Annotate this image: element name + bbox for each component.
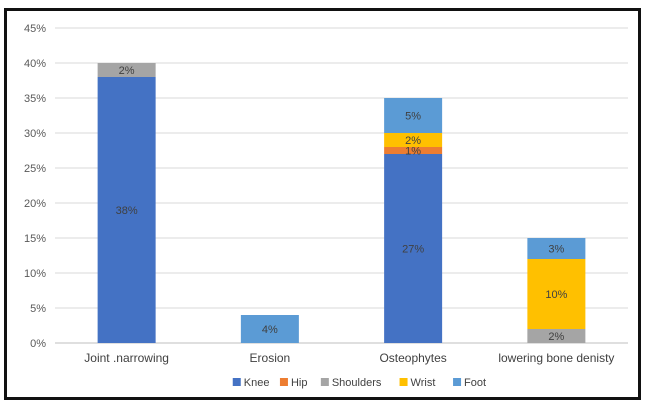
bar-knee-0: [97, 77, 156, 343]
legend-label-wrist: Wrist: [411, 377, 436, 389]
bar-shoulders-0: [97, 63, 156, 77]
data-label: 10%: [545, 289, 567, 301]
bar-foot-2: [384, 98, 443, 133]
bar-foot-3: [527, 238, 586, 259]
data-label: 2%: [405, 135, 421, 147]
y-tick-label: 5%: [30, 303, 46, 315]
legend-label-hip: Hip: [291, 377, 308, 389]
legend-label-foot: Foot: [464, 377, 486, 389]
legend-label-shoulders: Shoulders: [332, 377, 382, 389]
x-category-label: lowering bone denisty: [498, 351, 614, 365]
y-tick-label: 25%: [24, 163, 46, 175]
bar-shoulders-3: [527, 329, 586, 343]
y-tick-label: 35%: [24, 93, 46, 105]
data-label: 3%: [548, 244, 564, 256]
legend-swatch-hip: [279, 378, 288, 386]
data-label: 4%: [262, 324, 278, 336]
data-label: 2%: [119, 65, 135, 77]
y-tick-label: 10%: [24, 268, 46, 280]
x-category-label: Osteophytes: [379, 351, 446, 365]
legend-swatch-knee: [232, 378, 241, 386]
legend-swatch-shoulders: [320, 378, 329, 386]
y-tick-label: 30%: [24, 128, 46, 140]
legend-swatch-wrist: [399, 378, 408, 386]
data-label: 2%: [548, 331, 564, 343]
x-category-label: Erosion: [250, 351, 291, 365]
bar-foot-1: [240, 315, 299, 343]
bar-hip-2: [384, 147, 443, 154]
data-label: 38%: [116, 205, 138, 217]
data-label: 1%: [405, 146, 421, 158]
bar-wrist-2: [384, 133, 443, 147]
y-tick-label: 40%: [24, 58, 46, 70]
x-category-label: Joint .narrowing: [84, 351, 169, 365]
y-tick-label: 0%: [30, 338, 46, 350]
y-tick-label: 15%: [24, 233, 46, 245]
y-tick-label: 45%: [24, 23, 46, 35]
data-label: 5%: [405, 111, 421, 123]
legend-label-knee: Knee: [244, 377, 270, 389]
data-label: 27%: [402, 244, 424, 256]
legend-swatch-foot: [453, 378, 462, 386]
bar-wrist-3: [527, 259, 586, 329]
bar-knee-2: [384, 154, 443, 343]
y-tick-label: 20%: [24, 198, 46, 210]
